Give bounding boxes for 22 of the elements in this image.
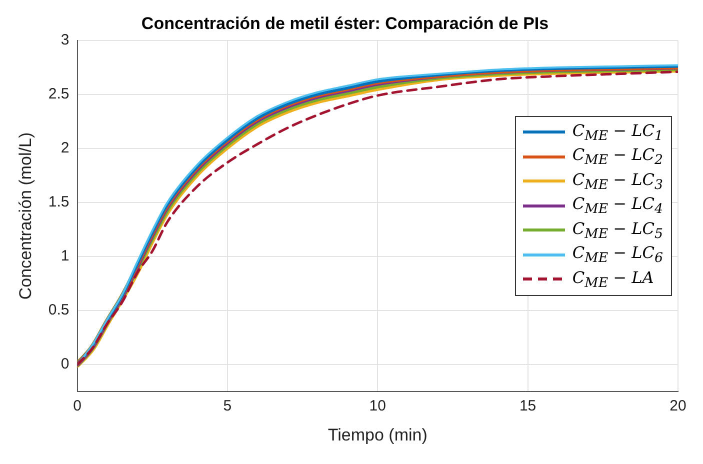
y-tick-label: 3 [60, 32, 70, 49]
y-tick-label: 1.5 [48, 194, 70, 211]
chart-title: Concentración de metil éster: Comparación de PIs [141, 14, 549, 33]
y-tick-label: 0.5 [48, 302, 70, 319]
y-axis-title: Concentración (mol/L) [16, 132, 35, 300]
legend-label: C$_{ME}$ − LC$_{6}$ [572, 243, 663, 266]
legend-label: C$_{ME}$ − LC$_{4}$ [572, 194, 663, 218]
y-tick-label: 0 [60, 356, 70, 373]
legend-label: C$_{ME}$ − LC$_{1}$ [572, 120, 663, 144]
x-tick-label: 15 [519, 398, 536, 415]
x-tick-label: 0 [73, 398, 82, 415]
legend-label: C$_{ME}$ − LC$_{2}$ [572, 145, 663, 168]
y-tick-label: 2.5 [48, 86, 70, 103]
legend-label: C$_{ME}$ − LC$_{5}$ [572, 218, 663, 242]
y-tick-label: 2 [60, 140, 70, 157]
x-tick-label: 10 [369, 398, 386, 415]
x-tick-label: 5 [223, 398, 232, 415]
legend-label: C$_{ME}$ − LC$_{3}$ [572, 170, 663, 193]
y-tick-label: 1 [60, 248, 70, 265]
x-tick-label: 20 [670, 398, 686, 415]
x-axis-title: Tiempo (min) [328, 425, 428, 444]
legend-label: C$_{ME}$ − LA [572, 268, 654, 291]
